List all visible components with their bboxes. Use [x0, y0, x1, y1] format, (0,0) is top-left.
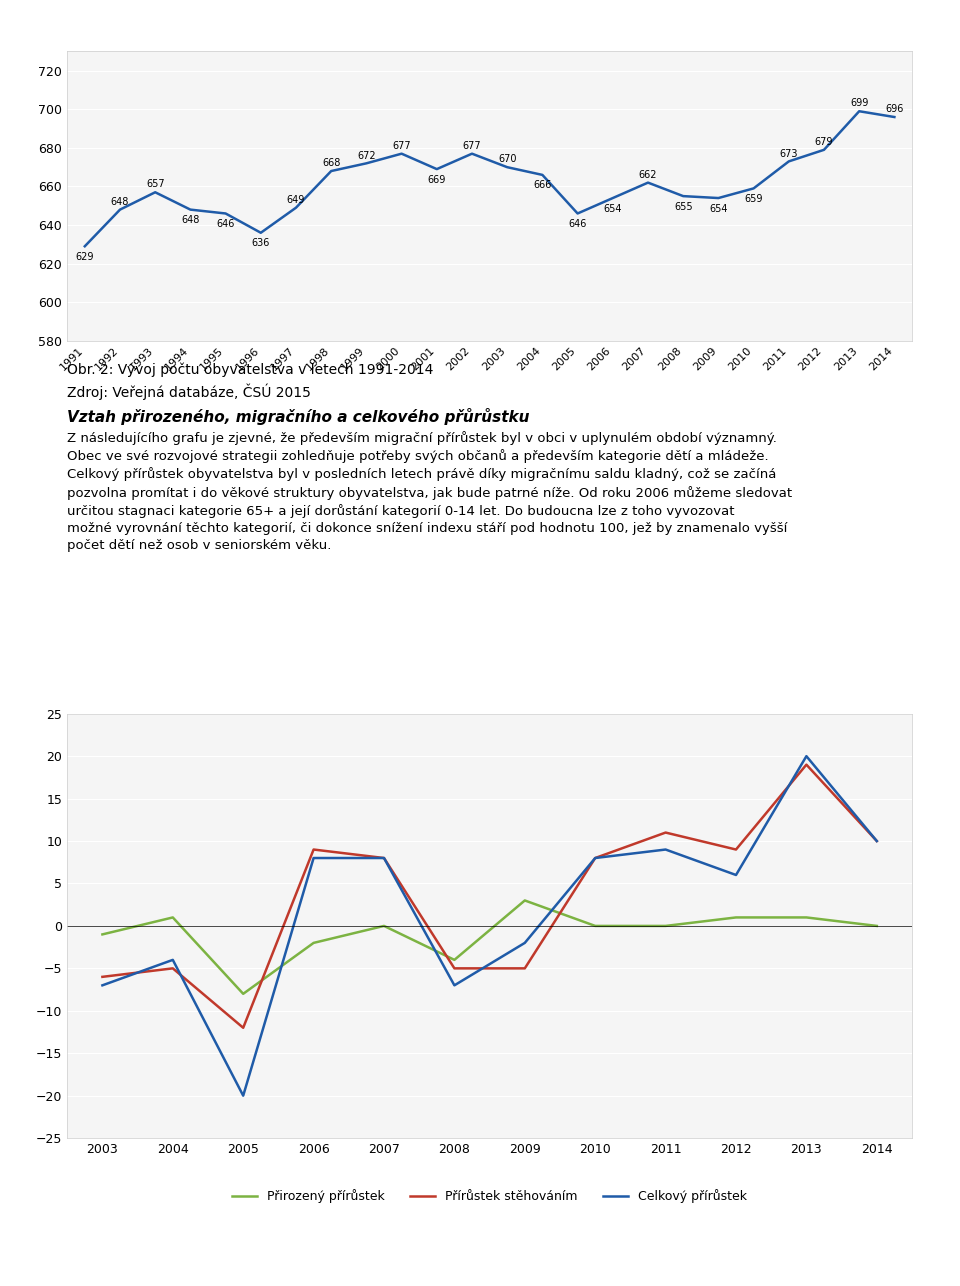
- Text: 669: 669: [427, 175, 446, 185]
- Text: 659: 659: [744, 194, 763, 204]
- Text: 654: 654: [604, 203, 622, 213]
- Text: 666: 666: [533, 180, 552, 190]
- Text: Obr. 2: Vývoj počtu obyvatelstva v letech 1991-2014: Obr. 2: Vývoj počtu obyvatelstva v letec…: [67, 363, 434, 377]
- Text: 655: 655: [674, 202, 692, 212]
- Text: 662: 662: [638, 170, 658, 180]
- Text: 679: 679: [815, 138, 833, 147]
- Text: 629: 629: [76, 252, 94, 262]
- Text: 677: 677: [463, 141, 481, 150]
- Text: 670: 670: [498, 154, 516, 165]
- Text: 636: 636: [252, 238, 270, 248]
- Text: Vztah přirozeného, migračního a celkového přůrůstku: Vztah přirozeného, migračního a celkovéh…: [67, 408, 530, 424]
- Text: Z následujícího grafu je zjevné, že především migrační přírůstek byl v obci v up: Z následujícího grafu je zjevné, že před…: [67, 431, 792, 552]
- Text: 699: 699: [850, 99, 869, 108]
- Text: 673: 673: [780, 149, 798, 158]
- Text: 646: 646: [216, 219, 235, 229]
- Text: 649: 649: [287, 195, 305, 204]
- Text: 677: 677: [393, 141, 411, 150]
- Text: 654: 654: [709, 203, 728, 213]
- Legend: Přirozený přírůstek, Přírůstek stěhováním, Celkový přírůstek: Přirozený přírůstek, Přírůstek stěhování…: [228, 1184, 752, 1209]
- Text: 696: 696: [885, 104, 903, 114]
- Text: 646: 646: [568, 219, 587, 229]
- Text: 648: 648: [110, 197, 130, 207]
- Text: Zdroj: Veřejná databáze, ČSÚ 2015: Zdroj: Veřejná databáze, ČSÚ 2015: [67, 383, 311, 400]
- Text: 668: 668: [322, 158, 341, 168]
- Text: 648: 648: [181, 215, 200, 225]
- Text: 672: 672: [357, 150, 375, 161]
- Text: 4 / 25: 4 / 25: [892, 1244, 931, 1258]
- Text: 657: 657: [146, 180, 164, 189]
- Text: PROGRAM ROZVOJE OBCE NÍŽKOVICE: PROGRAM ROZVOJE OBCE NÍŽKOVICE: [29, 1244, 289, 1258]
